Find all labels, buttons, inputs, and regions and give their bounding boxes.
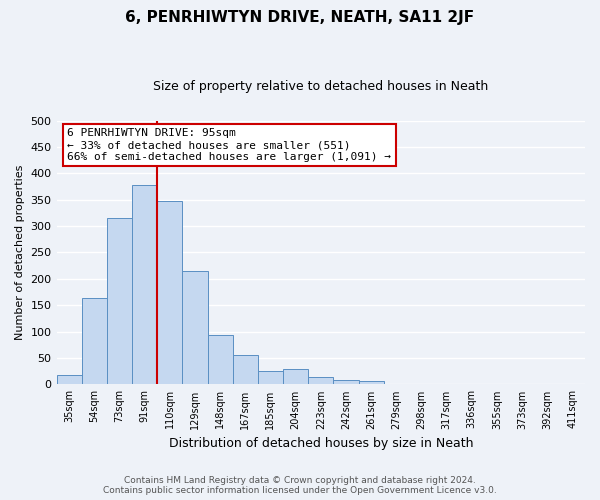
Bar — [82, 298, 107, 384]
Bar — [157, 202, 182, 384]
Title: Size of property relative to detached houses in Neath: Size of property relative to detached ho… — [153, 80, 488, 93]
X-axis label: Distribution of detached houses by size in Neath: Distribution of detached houses by size … — [169, 437, 473, 450]
Text: 6 PENRHIWTYN DRIVE: 95sqm
← 33% of detached houses are smaller (551)
66% of semi: 6 PENRHIWTYN DRIVE: 95sqm ← 33% of detac… — [67, 128, 391, 162]
Bar — [208, 336, 233, 384]
Text: Contains HM Land Registry data © Crown copyright and database right 2024.
Contai: Contains HM Land Registry data © Crown c… — [103, 476, 497, 495]
Bar — [334, 380, 359, 384]
Y-axis label: Number of detached properties: Number of detached properties — [15, 165, 25, 340]
Bar — [182, 272, 208, 384]
Bar — [283, 369, 308, 384]
Bar — [233, 355, 258, 384]
Bar — [258, 371, 283, 384]
Bar — [132, 185, 157, 384]
Bar — [359, 382, 383, 384]
Bar — [56, 375, 82, 384]
Bar — [308, 376, 334, 384]
Bar — [107, 218, 132, 384]
Text: 6, PENRHIWTYN DRIVE, NEATH, SA11 2JF: 6, PENRHIWTYN DRIVE, NEATH, SA11 2JF — [125, 10, 475, 25]
